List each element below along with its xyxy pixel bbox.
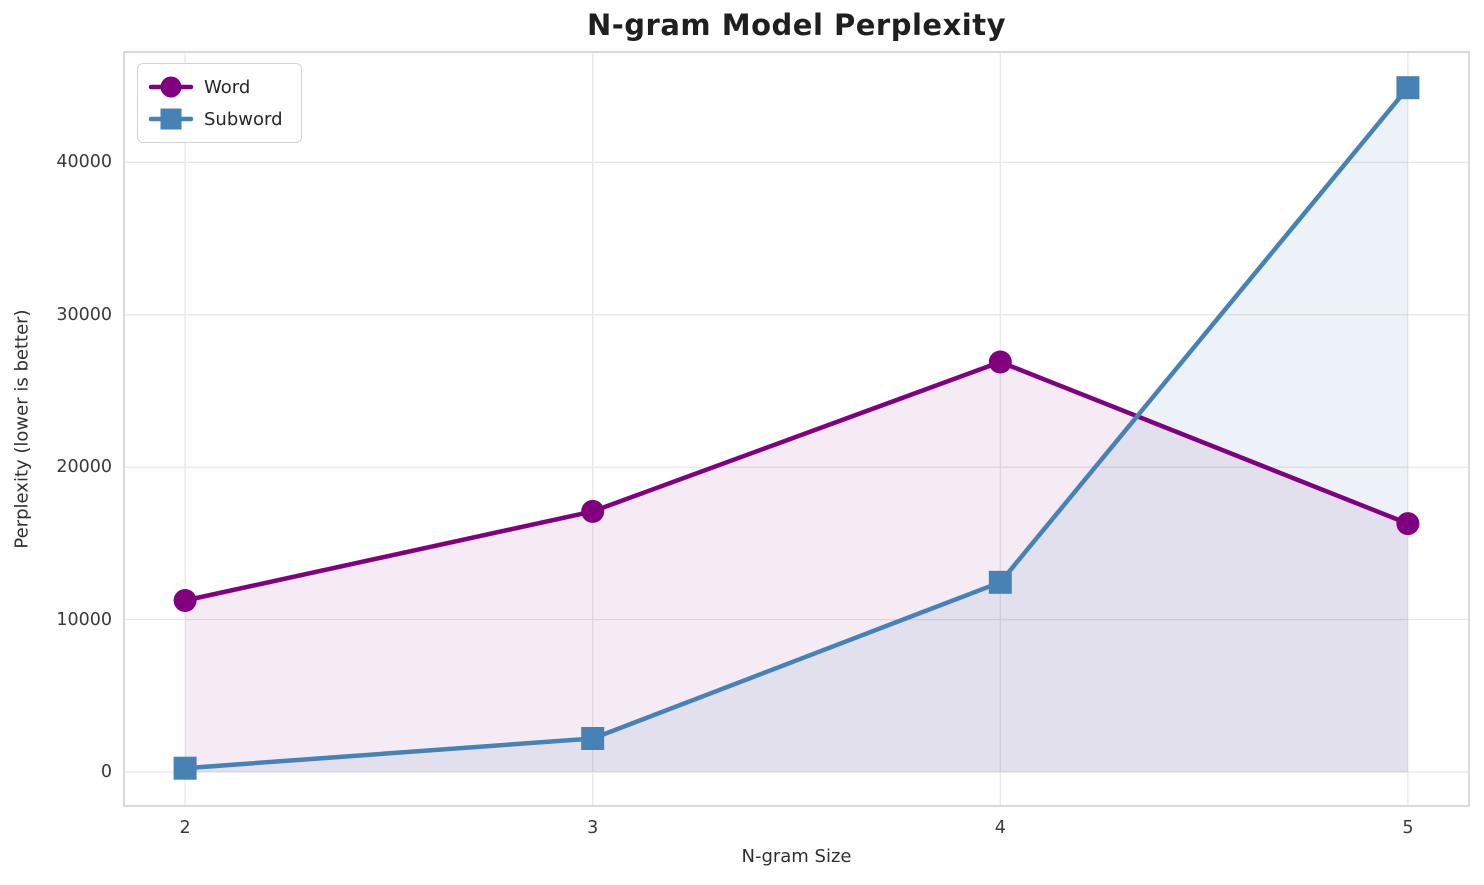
legend-label: Subword bbox=[204, 108, 283, 130]
y-tick-label: 0 bbox=[100, 762, 112, 782]
y-tick-label: 30000 bbox=[56, 304, 112, 325]
series-line-word bbox=[182, 359, 1411, 603]
marker-subword-3 bbox=[581, 727, 605, 750]
series-line-subword bbox=[182, 85, 1411, 771]
marker-word-3 bbox=[581, 499, 605, 523]
marker-word-2 bbox=[173, 589, 197, 612]
marker-word-5 bbox=[1396, 512, 1420, 536]
marker-subword-4 bbox=[988, 570, 1012, 594]
legend-label: Word bbox=[204, 76, 251, 98]
x-axis-label: N-gram Size bbox=[741, 846, 852, 867]
y-tick-label: 40000 bbox=[56, 152, 112, 173]
y-axis-label: Perplexity (lower is better) bbox=[11, 309, 33, 549]
legend: Word Subword bbox=[137, 63, 302, 143]
x-tick-label: 5 bbox=[1402, 818, 1414, 838]
legend-marker-circle-icon bbox=[148, 76, 194, 98]
legend-item-subword: Subword bbox=[148, 105, 283, 133]
x-tick-label: 4 bbox=[994, 818, 1006, 838]
marker-word-4 bbox=[988, 350, 1012, 374]
area-fill-word bbox=[185, 362, 1408, 772]
y-tick-label: 20000 bbox=[56, 457, 112, 478]
plot-border bbox=[123, 51, 1470, 807]
area-fill-subword bbox=[185, 87, 1408, 772]
chart-title: N-gram Model Perplexity bbox=[586, 8, 1006, 42]
legend-marker-square-icon bbox=[148, 108, 194, 130]
x-tick-label: 3 bbox=[587, 818, 599, 838]
x-tick-label: 2 bbox=[179, 818, 191, 838]
legend-item-word: Word bbox=[148, 73, 283, 101]
marker-subword-5 bbox=[1396, 76, 1420, 100]
marker-subword-2 bbox=[173, 756, 197, 780]
y-tick-label: 10000 bbox=[56, 609, 112, 630]
